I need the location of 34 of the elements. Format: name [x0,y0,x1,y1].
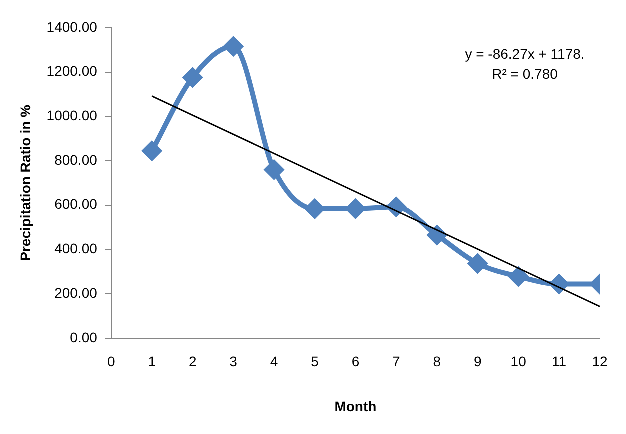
point [468,254,488,274]
x-tick-label: 12 [592,354,608,370]
point [264,160,284,180]
point [142,142,162,161]
x-tick-label: 0 [108,354,116,370]
x-tick-label: 10 [510,354,527,370]
y-tick-label: 800.00 [54,152,98,168]
y-tick-label: 400.00 [54,240,98,257]
x-tick-label: 1 [148,354,156,370]
x-tick-label: 9 [474,354,482,370]
x-tick-label: 7 [392,354,401,370]
point [305,199,324,218]
x-axis-title: Month [334,398,377,414]
annotation: R² = 0.780 [492,66,558,82]
point [428,226,447,245]
y-tick-label: 200.00 [54,284,98,301]
point [183,68,202,88]
x-tick-label: 6 [352,354,360,370]
y-tick-label: 1400.00 [46,18,98,35]
x-tick-label: 2 [188,354,197,370]
annotation: y = -86.27x + 1178. [465,46,585,62]
x-tick-label: 8 [433,354,442,370]
y-tick-label: 600.00 [54,196,98,212]
x-tick-label: 11 [552,354,567,370]
y-axis-title: Precipitation Ratio in % [17,104,34,262]
point [224,37,244,56]
point [509,267,528,286]
y-tick-label: 1200.00 [46,63,98,80]
y-tick-label: 1000.00 [46,108,98,124]
x-tick-label: 4 [270,354,278,370]
point [346,199,366,218]
x-tick-label: 5 [311,354,320,370]
y-tick-label: 0.00 [70,329,98,346]
x-tick-label: 3 [230,354,238,370]
